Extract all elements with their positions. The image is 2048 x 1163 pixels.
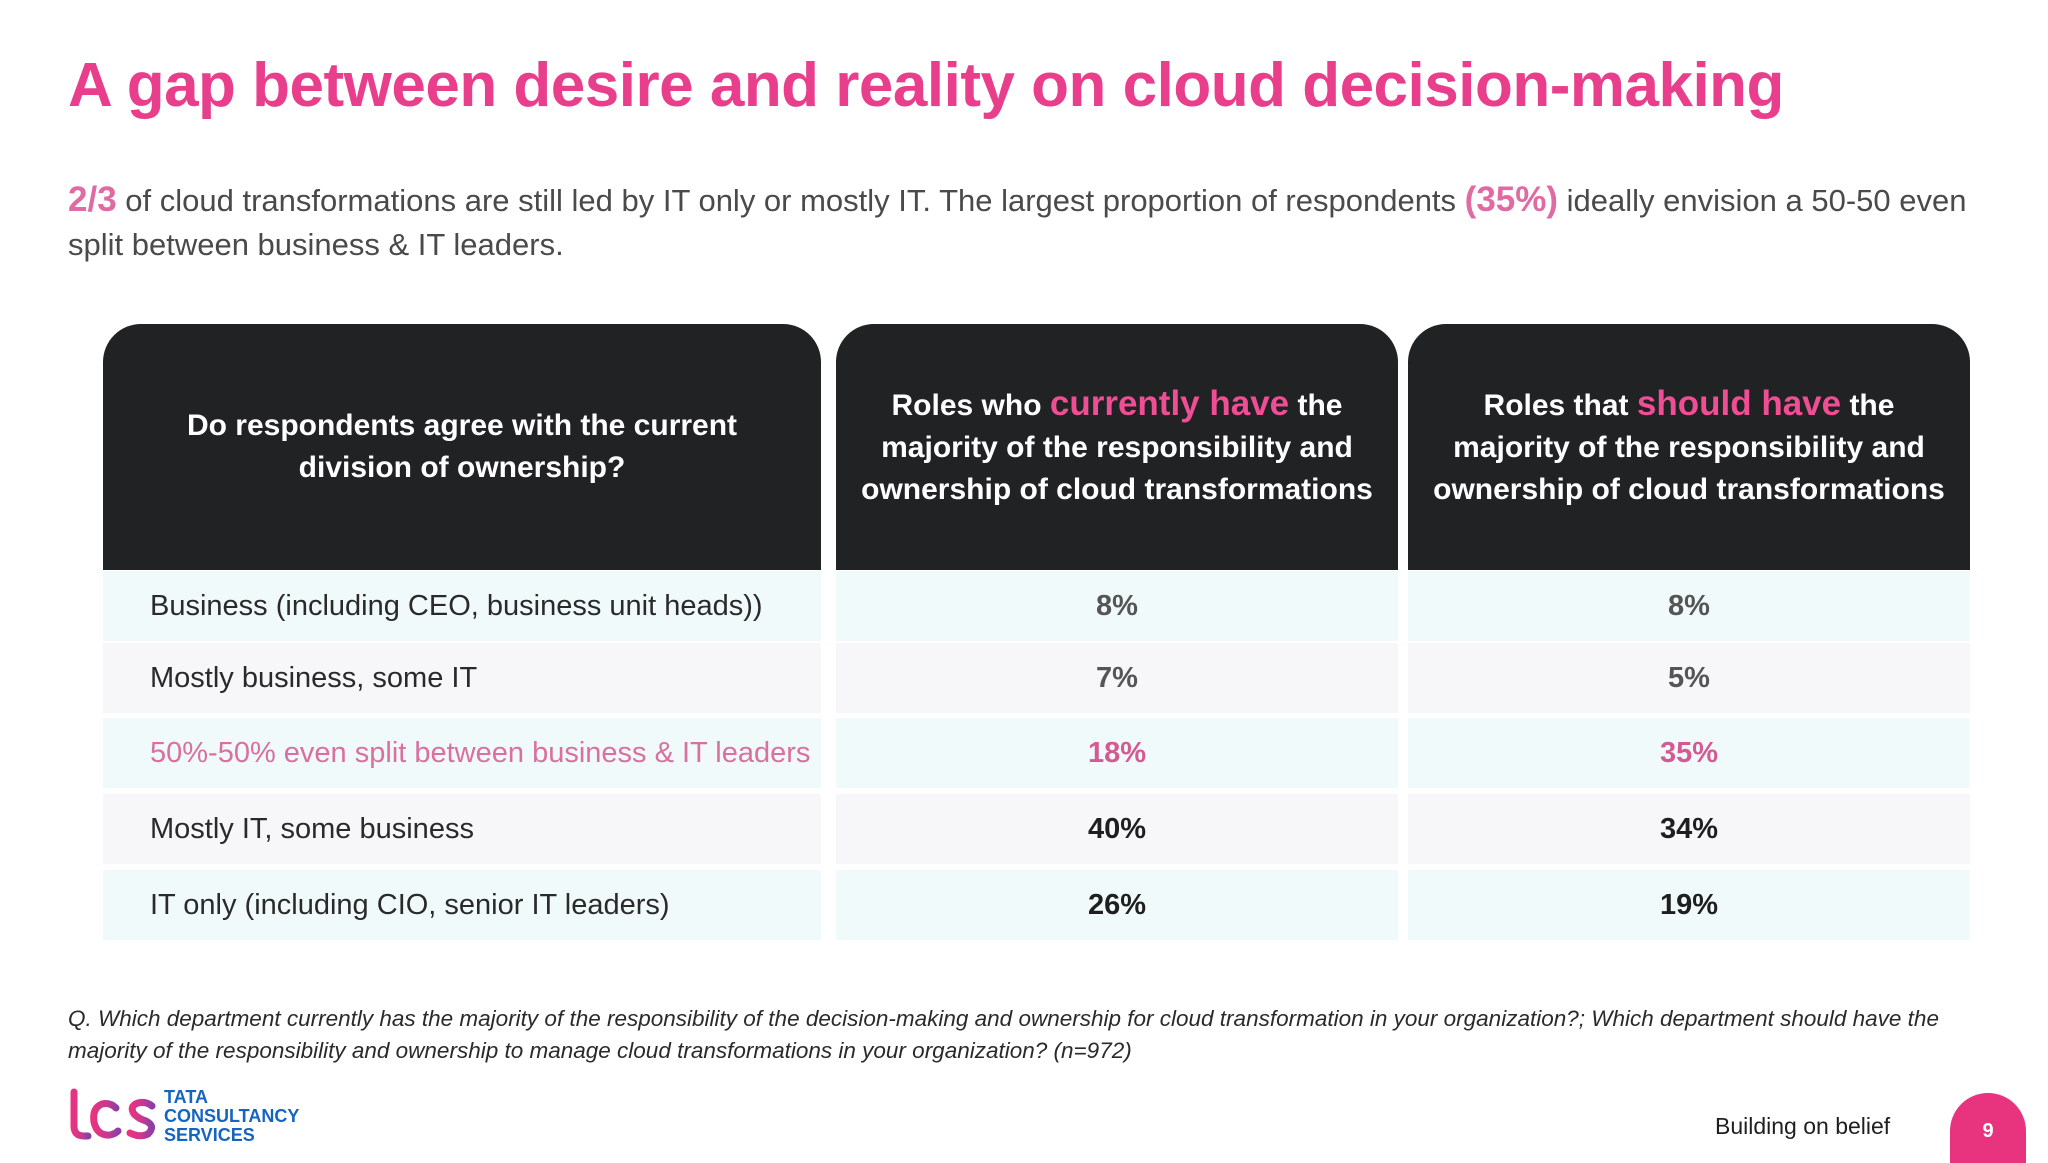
subtitle: 2/3 of cloud transformations are still l… (68, 178, 1968, 267)
tcs-logo: TATA CONSULTANCY SERVICES (66, 1086, 316, 1146)
subtitle-text-1: of cloud transformations are still led b… (116, 183, 1465, 218)
subtitle-highlight-percent: (35%) (1464, 180, 1559, 219)
tcs-logo-icon (66, 1088, 156, 1140)
wordmark-line-1: TATA (164, 1087, 208, 1107)
header-should-highlight: should have (1636, 384, 1842, 423)
page-number: 9 (1950, 1093, 2026, 1163)
row-label: Business (including CEO, business unit h… (103, 571, 821, 641)
tcs-wordmark: TATA CONSULTANCY SERVICES (164, 1088, 299, 1145)
value-should-have: 35% (1408, 718, 1970, 788)
value-should-have: 8% (1408, 571, 1970, 641)
header-question: Do respondents agree with the current di… (103, 324, 821, 570)
header-currently-highlight: currently have (1049, 384, 1290, 423)
value-currently-have: 7% (836, 643, 1398, 713)
subtitle-text-2: ideally envision a 50-50 even split betw… (68, 183, 1967, 262)
subtitle-highlight-fraction: 2/3 (68, 180, 117, 219)
header-should-text: Roles that should have the majority of t… (1433, 384, 1945, 506)
row-label: IT only (including CIO, senior IT leader… (103, 870, 821, 940)
value-currently-have: 40% (836, 794, 1398, 864)
header-question-text: Do respondents agree with the current di… (186, 409, 738, 484)
value-currently-have: 8% (836, 571, 1398, 641)
value-currently-have: 26% (836, 870, 1398, 940)
value-should-have: 5% (1408, 643, 1970, 713)
header-currently-have: Roles who currently have the majority of… (836, 324, 1398, 570)
value-currently-have: 18% (836, 718, 1398, 788)
wordmark-line-3: SERVICES (164, 1125, 255, 1145)
header-currently-text: Roles who currently have the majority of… (861, 384, 1373, 506)
value-should-have: 19% (1408, 870, 1970, 940)
row-label: 50%-50% even split between business & IT… (103, 718, 821, 788)
value-should-have: 34% (1408, 794, 1970, 864)
row-label: Mostly IT, some business (103, 794, 821, 864)
wordmark-line-2: CONSULTANCY (164, 1106, 300, 1126)
tagline: Building on belief (1715, 1113, 1891, 1139)
row-label: Mostly business, some IT (103, 643, 821, 713)
page-title: A gap between desire and reality on clou… (68, 51, 1784, 120)
header-should-have: Roles that should have the majority of t… (1408, 324, 1970, 570)
footnote: Q. Which department currently has the ma… (68, 1006, 1939, 1063)
